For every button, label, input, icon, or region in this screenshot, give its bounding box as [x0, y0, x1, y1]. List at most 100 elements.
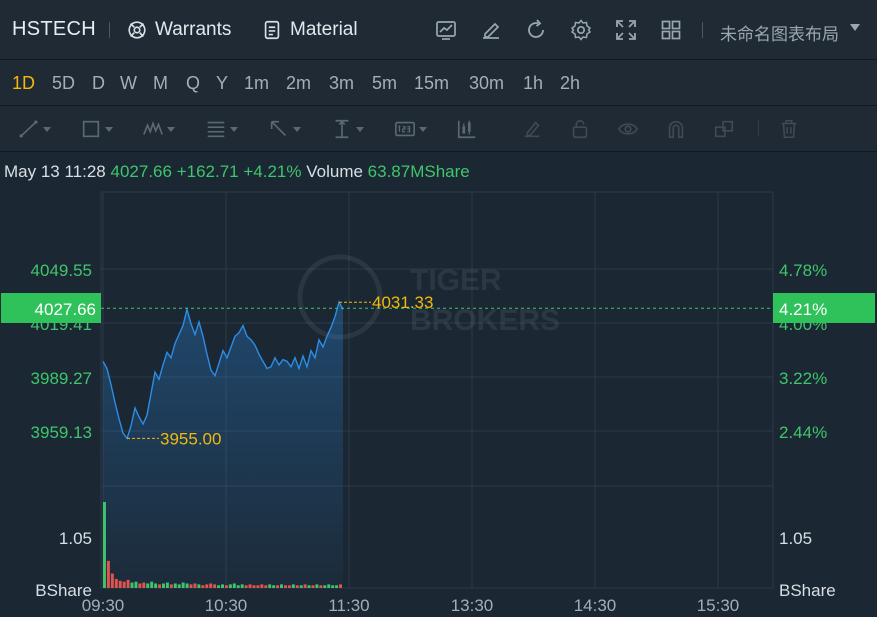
period-15m[interactable]: 15m [414, 73, 450, 93]
period-quarter[interactable]: Q [186, 73, 201, 93]
fibonacci-icon [207, 121, 225, 138]
period-5m[interactable]: 5m [372, 73, 398, 93]
indicator-tool[interactable] [456, 118, 478, 140]
volume-bar [165, 582, 169, 588]
fullscreen-icon[interactable] [614, 18, 638, 42]
trend-line-tool[interactable] [18, 118, 51, 140]
volume-bar [146, 583, 150, 588]
volume-bar [197, 584, 201, 588]
volume-bar [193, 583, 197, 588]
volume-bar [276, 585, 280, 588]
gear-icon[interactable] [569, 18, 593, 42]
volume-bar [335, 585, 339, 588]
volume-bar [221, 584, 224, 588]
chevron-down-icon [356, 126, 364, 132]
volume-bar [177, 584, 181, 588]
time-tick-label: 11:30 [328, 596, 369, 615]
volume-bar [244, 585, 248, 588]
period-month[interactable]: M [153, 73, 168, 93]
pattern-tool[interactable] [142, 118, 175, 140]
volume-bar [126, 579, 130, 588]
volume-bar [327, 584, 331, 588]
arrow-tool[interactable] [268, 118, 301, 140]
volume-bar [205, 584, 209, 588]
current-pct-label: 4.21% [779, 300, 827, 319]
volume-bar [185, 583, 189, 588]
period-day[interactable]: D [92, 73, 105, 93]
layout-name[interactable]: 未命名图表布局 [720, 25, 839, 44]
volume-bar [118, 580, 122, 588]
top-toolbar: HSTECH Warrants Material 未命名图表布局 [0, 0, 877, 60]
volume-bar [217, 585, 221, 588]
volume-bar [213, 584, 217, 588]
volume-unit-left: BShare [35, 581, 92, 600]
volume-bar [173, 583, 177, 588]
period-week[interactable]: W [120, 73, 137, 93]
time-tick-label: 09:30 [82, 596, 125, 615]
material-button[interactable]: Material [261, 16, 358, 44]
volume-bar [181, 582, 185, 588]
volume-bar [106, 560, 110, 588]
lock-icon [572, 119, 588, 139]
grid-layout-icon[interactable] [659, 18, 683, 42]
volume-bar [315, 584, 319, 588]
brush-tool[interactable] [521, 118, 543, 140]
price-tick-label: 4049.55 [31, 261, 92, 280]
eye-icon [617, 123, 639, 135]
period-3m[interactable]: 3m [329, 73, 355, 93]
period-1d[interactable]: 1D [12, 73, 36, 93]
volume-bar [272, 585, 276, 588]
quote-price: 4027.66 [110, 162, 172, 181]
period-1m[interactable]: 1m [244, 73, 270, 93]
volume-bar [331, 585, 335, 588]
volume-bar [268, 584, 272, 588]
volume-bar [287, 585, 291, 588]
text-tool[interactable] [394, 118, 427, 140]
wave-pattern-icon [143, 121, 163, 135]
quote-volume-label: Volume [306, 162, 363, 181]
period-year[interactable]: Y [216, 73, 229, 93]
edit-icon[interactable] [479, 18, 503, 42]
chevron-down-icon[interactable] [850, 24, 860, 31]
lock-tool[interactable] [569, 118, 591, 140]
chevron-down-icon [419, 126, 427, 132]
volume-bar [228, 584, 232, 588]
volume-bar [303, 584, 307, 588]
chevron-down-icon [43, 126, 51, 132]
volume-bar [307, 585, 311, 588]
clone-tool[interactable] [713, 118, 735, 140]
rectangle-tool[interactable] [80, 118, 113, 140]
arrow-icon [270, 120, 287, 137]
volume-tick-left: 1.05 [59, 529, 92, 548]
chart-type-icon[interactable] [434, 18, 458, 42]
divider [758, 120, 759, 136]
volume-bar [138, 583, 142, 588]
reset-icon[interactable] [524, 18, 548, 42]
quote-change: +162.71 [176, 162, 239, 181]
volume-bar [110, 573, 114, 588]
period-5d[interactable]: 5D [52, 73, 76, 93]
trash-icon [781, 119, 797, 139]
visibility-tool[interactable] [617, 118, 639, 140]
symbol-name[interactable]: HSTECH [12, 18, 97, 40]
period-2h[interactable]: 2h [560, 73, 581, 93]
period-2m[interactable]: 2m [286, 73, 312, 93]
warrants-button[interactable]: Warrants [126, 16, 231, 44]
volume-bar [260, 584, 264, 588]
delete-tool[interactable] [778, 118, 800, 140]
price-tick-label: 3959.13 [31, 423, 92, 442]
period-1h[interactable]: 1h [523, 73, 544, 93]
volume-bar [189, 584, 193, 588]
period-30m[interactable]: 30m [469, 73, 505, 93]
magnet-tool[interactable] [665, 118, 687, 140]
fibonacci-tool[interactable] [205, 118, 238, 140]
quote-summary: May 13 11:28 4027.66 +162.71 +4.21% Volu… [4, 162, 470, 182]
volume-bar [280, 584, 283, 588]
percent-tick-label: 3.22% [779, 369, 827, 388]
trend-line-icon [19, 120, 38, 138]
chevron-down-icon [167, 126, 175, 132]
price-range-tool[interactable] [331, 118, 364, 140]
volume-bar [162, 583, 165, 588]
